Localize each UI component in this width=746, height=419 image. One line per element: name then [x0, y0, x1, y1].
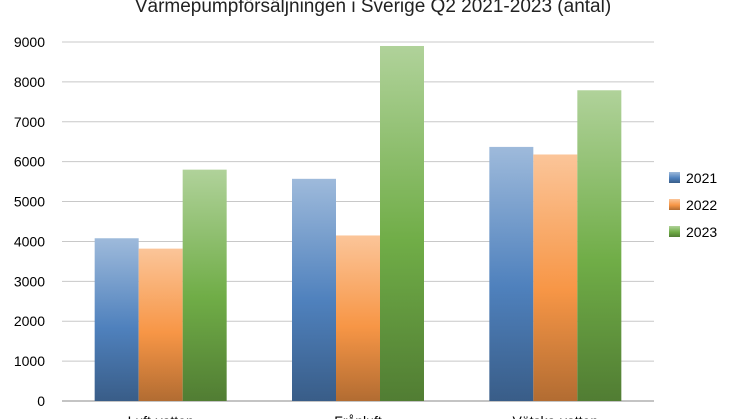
legend-swatch-2022	[669, 199, 680, 210]
y-tick-label: 3000	[14, 273, 45, 289]
legend-label-2023: 2023	[686, 224, 717, 240]
y-axis-tick-labels: 0 1000 2000 3000 4000 5000 6000 7000 8000 9000	[14, 34, 45, 409]
y-tick-label: 2000	[14, 313, 45, 329]
bar-luft-vatten-2023	[182, 169, 227, 401]
bar-luft-vatten-2022	[138, 248, 183, 401]
y-tick-label: 0	[37, 393, 45, 409]
y-tick-label: 5000	[14, 194, 45, 210]
legend: 2021 2022 2023	[669, 170, 717, 240]
y-tick-label: 4000	[14, 233, 45, 249]
legend-label-2022: 2022	[686, 197, 717, 213]
legend-label-2021: 2021	[686, 170, 717, 186]
x-tick-label: Frånluft	[334, 413, 382, 419]
y-tick-label: 8000	[14, 74, 45, 90]
bars	[94, 45, 622, 401]
y-tick-label: 6000	[14, 154, 45, 170]
x-tick-label: Luft-vatten	[128, 413, 194, 419]
legend-swatch-2023	[669, 226, 680, 237]
bar-franluft-2022	[336, 235, 380, 401]
y-tick-label: 7000	[14, 114, 45, 130]
bar-vatska-vatten-2021	[489, 146, 534, 401]
x-axis-tick-labels: Luft-vatten Frånluft Vätska-vatten	[128, 413, 599, 419]
x-tick-label: Vätska-vatten	[513, 413, 599, 419]
y-tick-label: 1000	[14, 353, 45, 369]
chart-title: Värmepumpförsäljningen i Sverige Q2 2021…	[135, 0, 611, 17]
legend-swatch-2021	[669, 172, 680, 183]
y-tick-label: 9000	[14, 34, 45, 50]
bar-luft-vatten-2021	[94, 238, 139, 401]
bar-franluft-2021	[292, 178, 336, 401]
bar-vatska-vatten-2022	[533, 154, 578, 401]
bar-vatska-vatten-2023	[577, 90, 622, 401]
bar-franluft-2023	[380, 45, 424, 401]
